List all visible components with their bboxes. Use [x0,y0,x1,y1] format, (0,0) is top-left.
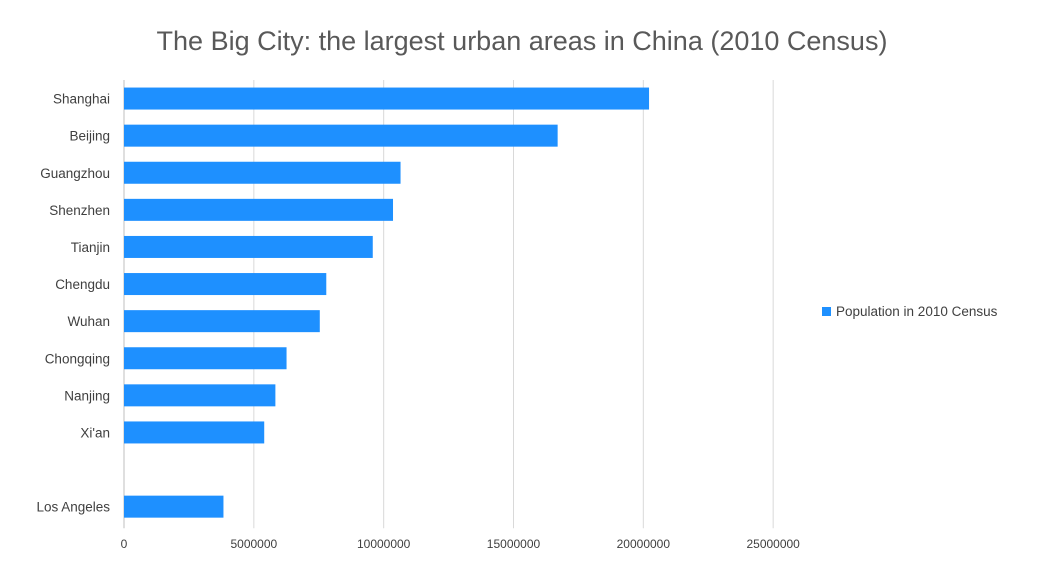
bar [124,161,401,184]
category-label: Xi'an [80,425,110,440]
x-tick-label: 20000000 [617,537,671,551]
bar [124,198,394,221]
x-tick-label: 10000000 [357,537,411,551]
category-label: Chongqing [45,351,110,366]
bar [124,124,558,147]
bar [124,384,276,407]
x-tick-label: 5000000 [230,537,277,551]
category-label: Wuhan [67,314,110,329]
x-tick-label: 15000000 [487,537,541,551]
x-tick-labels: 0 5000000 10000000 15000000 20000000 25000000 [121,537,801,551]
bars [124,87,650,518]
chart-title: The Big City: the largest urban areas in… [156,26,888,56]
bar [124,87,650,110]
category-labels: Shanghai Beijing Guangzhou Shenzhen Tianjin C… [36,92,110,515]
x-tick-label: 25000000 [746,537,800,551]
category-label: Guangzhou [40,166,110,181]
bar [124,310,320,333]
category-label: Shanghai [53,92,110,107]
legend-swatch [822,307,831,316]
category-label: Los Angeles [36,500,110,515]
bar [124,347,287,370]
category-label: Beijing [69,129,110,144]
legend: Population in 2010 Census [822,304,998,319]
category-label: Shenzhen [49,203,110,218]
category-label: Tianjin [71,240,110,255]
legend-label: Population in 2010 Census [836,304,998,319]
x-tick-label: 0 [121,537,128,551]
bar [124,495,224,518]
bar [124,273,327,296]
category-label: Nanjing [64,388,110,403]
bar [124,235,373,258]
category-label: Chengdu [55,277,110,292]
gridlines [123,80,774,529]
bar [124,421,265,444]
